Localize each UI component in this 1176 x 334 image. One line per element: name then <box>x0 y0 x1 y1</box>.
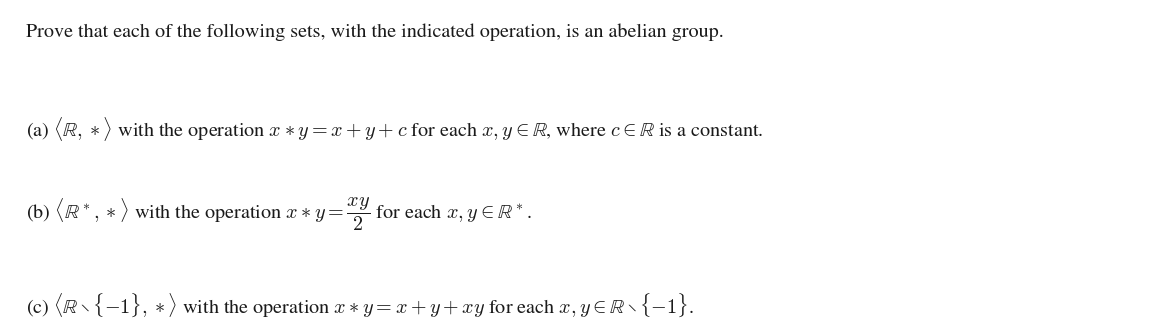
Text: (a) $\langle \mathbb{R}, *\rangle$ with the operation $x * y = x + y + c$ for ea: (a) $\langle \mathbb{R}, *\rangle$ with … <box>26 115 763 143</box>
Text: Prove that each of the following sets, with the indicated operation, is an abeli: Prove that each of the following sets, w… <box>26 23 723 41</box>
Text: (c) $\langle \mathbb{R} \setminus \{-1\}, *\rangle$ with the operation $x * y = : (c) $\langle \mathbb{R} \setminus \{-1\}… <box>26 291 694 319</box>
Text: (b) $\langle \mathbb{R}^*, *\rangle$ with the operation $x * y = \dfrac{xy}{2}$ : (b) $\langle \mathbb{R}^*, *\rangle$ wit… <box>26 195 532 233</box>
